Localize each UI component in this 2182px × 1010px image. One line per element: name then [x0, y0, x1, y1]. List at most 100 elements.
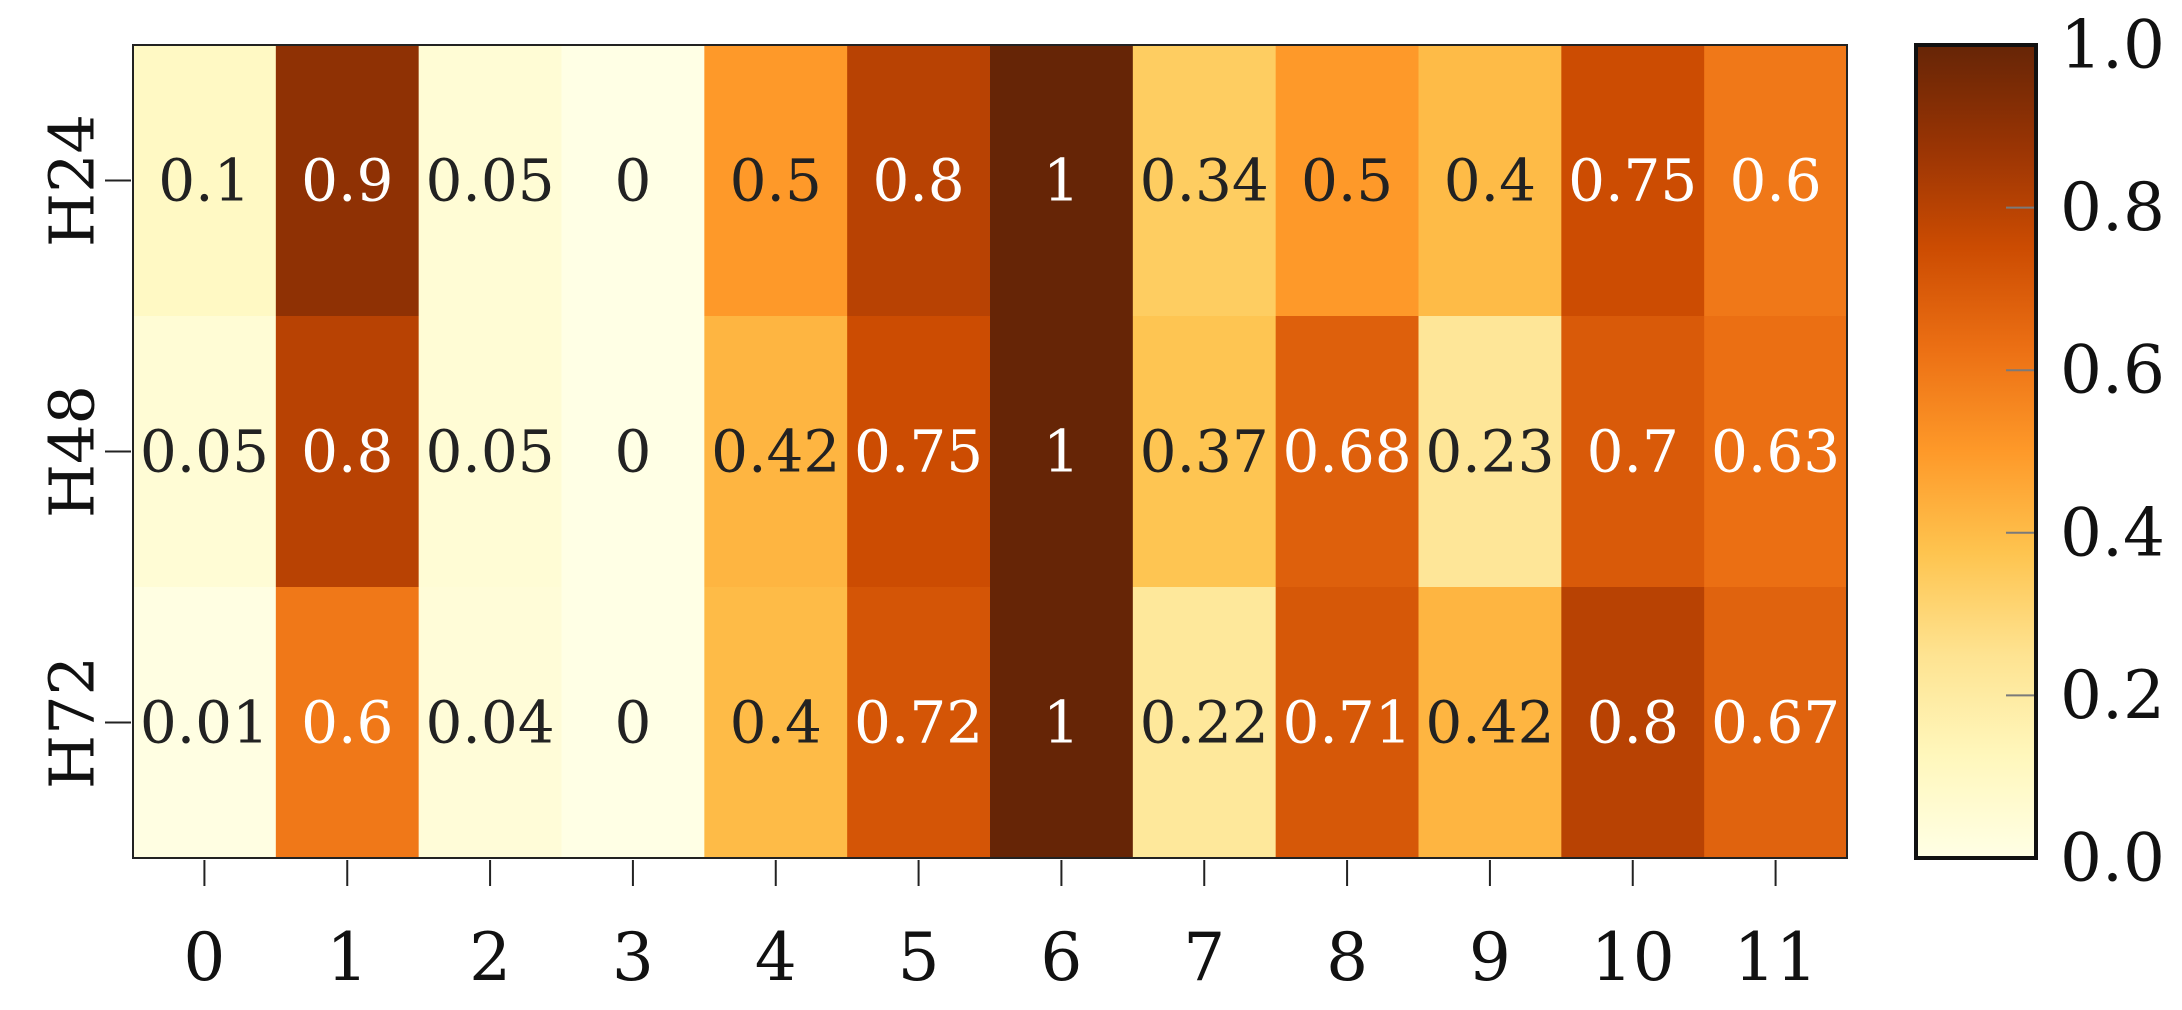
heatmap-cell: [133, 316, 277, 588]
cell-value-label: 0.4: [1444, 147, 1536, 215]
cell-value-label: 0: [614, 418, 651, 486]
heatmap-cell: [1132, 45, 1277, 317]
heatmap-cell: [275, 316, 420, 588]
colorbar-tick-label: 0.6: [2060, 332, 2165, 409]
cell-value-label: 0.9: [301, 147, 393, 215]
cell-value-label: 0: [614, 689, 651, 757]
colorbar-frame: [1914, 43, 2038, 860]
x-tick-label: 11: [1734, 919, 1818, 996]
heatmap-cell: [847, 316, 991, 588]
heatmap-cell: [1704, 587, 1848, 859]
heatmap-cell: [275, 45, 420, 317]
heatmap-cells: [133, 45, 1848, 859]
cell-value-label: 0: [614, 147, 651, 215]
heatmap-cell: [704, 316, 848, 588]
cell-value-label: 0.05: [140, 418, 269, 486]
cell-value-label: 0.8: [301, 418, 393, 486]
cell-value-label: 0.75: [854, 418, 983, 486]
x-tick-label: 2: [469, 919, 511, 996]
cell-value-label: 0.23: [1425, 418, 1554, 486]
heatmap-cell-labels: 0.1 0.9 0.05 0 0.5 0.8 1 0.34 0.5 0.4 0.75 0.6 0.05 0…: [140, 147, 1840, 757]
cell-value-label: 1: [1043, 689, 1080, 757]
cell-value-label: 0.05: [426, 418, 555, 486]
heatmap-cell: [1418, 45, 1562, 317]
x-tick-label: 6: [1040, 919, 1082, 996]
heatmap-cell: [275, 587, 420, 859]
heatmap-cell: [990, 45, 1134, 317]
x-tick-label: 5: [898, 919, 940, 996]
cell-value-label: 0.6: [301, 689, 393, 757]
heatmap-cell: [1275, 587, 1420, 859]
cell-value-label: 0.04: [426, 689, 555, 757]
cell-value-label: 0.71: [1283, 689, 1412, 757]
cell-value-label: 0.5: [730, 147, 822, 215]
heatmap-cell: [418, 45, 563, 317]
heatmap-cell: [704, 45, 848, 317]
cell-value-label: 0.6: [1729, 147, 1821, 215]
heatmap-cell: [1704, 316, 1848, 588]
heatmap-cell: [561, 45, 705, 317]
heatmap-cell: [418, 587, 563, 859]
cell-value-label: 0.37: [1140, 418, 1269, 486]
cell-value-label: 0.42: [711, 418, 840, 486]
y-axis: H24 H48 H72: [36, 114, 131, 789]
cell-value-label: 0.8: [872, 147, 964, 215]
colorbar-gradient: [1916, 45, 2036, 858]
x-tick-label: 7: [1183, 919, 1225, 996]
x-axis: 0 1 2 3 4 5 6 7 8 9 10 11: [183, 860, 1818, 996]
colorbar-tick-label: 1.0: [2060, 7, 2165, 84]
heatmap-cell: [1418, 316, 1562, 588]
heatmap-cell: [1561, 587, 1705, 859]
heatmap-cell: [1275, 45, 1420, 317]
y-tick-label: H24: [36, 114, 109, 247]
cell-value-label: 0.5: [1301, 147, 1393, 215]
colorbar-tick-label: 0.2: [2060, 657, 2165, 734]
cell-value-label: 0.05: [426, 147, 555, 215]
heatmap-cell: [847, 587, 991, 859]
heatmap-cell: [561, 316, 705, 588]
heatmap-cell: [990, 316, 1134, 588]
cell-value-label: 0.63: [1711, 418, 1840, 486]
heatmap-cell: [1132, 316, 1277, 588]
heatmap-cell: [561, 587, 705, 859]
cell-value-label: 0.75: [1568, 147, 1697, 215]
colorbar-tick-label: 0.0: [2060, 820, 2165, 897]
cell-value-label: 0.42: [1425, 689, 1554, 757]
heatmap-cell: [1418, 587, 1562, 859]
x-tick-label: 9: [1469, 919, 1511, 996]
heatmap-cell: [133, 45, 277, 317]
cell-value-label: 0.68: [1283, 418, 1412, 486]
x-tick-label: 1: [326, 919, 368, 996]
plot-frame: [132, 44, 1848, 859]
cell-value-label: 0.8: [1587, 689, 1679, 757]
x-tick-label: 8: [1326, 919, 1368, 996]
cell-value-label: 0.1: [158, 147, 250, 215]
colorbar: 0.0 0.2 0.4 0.6 0.8 1.0: [1914, 7, 2165, 897]
colorbar-ticks: 0.0 0.2 0.4 0.6 0.8 1.0: [2006, 7, 2165, 897]
cell-value-label: 0.72: [854, 689, 983, 757]
heatmap-cell: [1704, 45, 1848, 317]
heatmap-cell: [1561, 45, 1705, 317]
heatmap-cell: [133, 587, 277, 859]
x-tick-label: 3: [612, 919, 654, 996]
heatmap-cell: [1275, 316, 1420, 588]
colorbar-tick-label: 0.4: [2060, 494, 2165, 571]
y-tick-label: H48: [36, 385, 109, 518]
cell-value-label: 0.4: [730, 689, 822, 757]
cell-value-label: 0.34: [1140, 147, 1269, 215]
heatmap-cell: [990, 587, 1134, 859]
heatmap-cell: [1132, 587, 1277, 859]
x-tick-label: 0: [183, 919, 225, 996]
heatmap-cell: [1561, 316, 1705, 588]
cell-value-label: 1: [1043, 418, 1080, 486]
colorbar-tick-label: 0.8: [2060, 169, 2165, 246]
heatmap-cell: [847, 45, 991, 317]
cell-value-label: 0.22: [1140, 689, 1269, 757]
heatmap-cell: [418, 316, 563, 588]
x-tick-label: 4: [755, 919, 797, 996]
cell-value-label: 0.7: [1587, 418, 1679, 486]
cell-value-label: 1: [1043, 147, 1080, 215]
cell-value-label: 0.01: [140, 689, 269, 757]
y-tick-label: H72: [36, 656, 109, 789]
